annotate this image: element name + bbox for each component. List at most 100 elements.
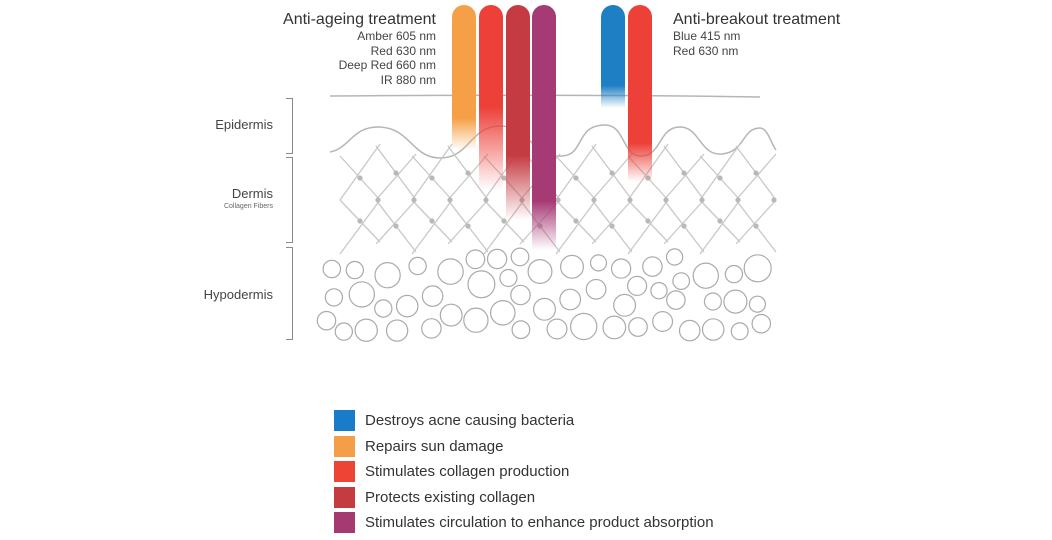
ir-beam	[532, 5, 556, 250]
fat-cell	[510, 284, 531, 306]
legend-item-red: Stimulates collagen production	[334, 459, 714, 485]
fat-cell	[665, 248, 684, 266]
collagen-fibers-label: Collagen Fibers	[223, 203, 273, 210]
collagen-fiber	[627, 199, 669, 255]
collagen-node	[411, 197, 417, 203]
legend-label: Stimulates circulation to enhance produc…	[365, 514, 714, 532]
fat-cell	[610, 258, 632, 279]
legend-item-ir: Stimulates circulation to enhance produc…	[334, 510, 714, 536]
collagen-node	[699, 197, 705, 203]
fat-cell	[602, 315, 627, 340]
fat-cell	[613, 293, 637, 317]
fat-cell	[510, 247, 530, 267]
fat-cell	[374, 262, 401, 289]
anti-breakout-title: Anti-breakout treatment	[673, 11, 841, 28]
fat-cell	[532, 297, 556, 321]
collagen-fiber	[375, 199, 417, 245]
amber-beam	[452, 5, 476, 150]
dermis-label: Dermis	[231, 186, 273, 201]
fat-cell	[489, 299, 516, 326]
legend-label: Stimulates collagen production	[365, 463, 570, 481]
epidermis-bracket	[286, 98, 293, 154]
wavelength-red: Red 630 nm	[370, 43, 436, 58]
legend-swatch-red	[334, 461, 355, 483]
fat-cell	[628, 317, 648, 337]
anti-ageing-wavelength-list: Amber 605 nm Red 630 nm Deep Red 660 nm …	[339, 29, 436, 87]
fat-cell	[463, 307, 489, 333]
fat-cell	[527, 259, 553, 285]
collagen-node	[663, 197, 669, 203]
fat-cell	[672, 272, 691, 291]
collagen-node	[429, 175, 435, 181]
red-breakout-beam	[628, 5, 652, 182]
dermal-junction-line	[329, 124, 777, 159]
fat-cell	[743, 254, 772, 283]
fat-cell	[724, 264, 744, 284]
fat-cell	[692, 262, 720, 289]
fat-cell	[385, 319, 409, 342]
legend-label: Destroys acne causing bacteria	[365, 412, 575, 430]
fat-cell	[334, 322, 353, 341]
legend-swatch-deep-red	[334, 486, 355, 508]
fat-cell	[723, 289, 748, 314]
collagen-fiber	[663, 153, 705, 201]
legend-item-deep-red: Protects existing collagen	[334, 485, 714, 511]
collagen-node	[573, 175, 579, 181]
fat-cell	[570, 312, 598, 341]
fat-cell	[439, 303, 463, 327]
fat-cell	[374, 299, 393, 318]
legend-item-amber: Repairs sun damage	[334, 434, 714, 460]
fat-cell	[559, 254, 584, 279]
fat-cell	[499, 268, 518, 288]
collagen-node	[591, 197, 597, 203]
fat-cell	[437, 258, 464, 285]
fat-cell	[642, 256, 663, 277]
fat-cell	[666, 290, 686, 310]
hypodermis-bracket	[286, 247, 293, 340]
fat-cell	[324, 288, 344, 307]
anti-breakout-wavelength-list: Blue 415 nm Red 630 nm	[673, 29, 740, 58]
deep-red-beam	[506, 5, 530, 220]
fat-cell	[703, 292, 723, 311]
collagen-node	[735, 197, 741, 203]
collagen-node	[375, 197, 381, 203]
fat-cell	[678, 319, 701, 342]
collagen-node	[501, 218, 507, 224]
fat-cell	[730, 322, 749, 341]
collagen-node	[555, 197, 561, 203]
wavelength-deep-red: Deep Red 660 nm	[338, 58, 436, 72]
wavelength-blue: Blue 415 nm	[673, 29, 741, 43]
fat-cell	[467, 270, 496, 299]
red-beam	[479, 5, 503, 190]
collagen-fiber	[699, 143, 741, 201]
fat-cell	[546, 318, 568, 340]
collagen-node	[483, 197, 489, 203]
fat-cell	[348, 281, 375, 308]
collagen-fiber	[339, 199, 381, 255]
collagen-fiber	[591, 153, 633, 201]
collagen-node	[393, 223, 399, 229]
fat-cell	[626, 275, 648, 296]
collagen-fiber	[555, 199, 597, 255]
legend-label: Protects existing collagen	[365, 488, 536, 506]
wavelength-amber: Amber 605 nm	[357, 29, 436, 43]
collagen-fiber	[663, 199, 705, 245]
legend-label: Repairs sun damage	[365, 437, 504, 455]
fat-cell	[322, 259, 342, 279]
anti-ageing-title: Anti-ageing treatment	[283, 11, 436, 28]
collagen-fiber-nodes	[357, 170, 777, 229]
collagen-fiber	[699, 199, 741, 255]
fat-cell	[395, 294, 419, 318]
collagen-node	[681, 223, 687, 229]
fat-cell	[354, 318, 378, 342]
collagen-node	[771, 197, 777, 203]
collagen-node	[447, 197, 453, 203]
fat-cell	[345, 260, 364, 280]
fat-cell	[559, 288, 582, 311]
fat-cell	[511, 320, 531, 340]
collagen-node	[465, 170, 471, 176]
collagen-fiber	[339, 143, 381, 201]
fat-cell	[701, 318, 725, 341]
collagen-node	[681, 170, 687, 176]
light-beams	[452, 5, 652, 250]
